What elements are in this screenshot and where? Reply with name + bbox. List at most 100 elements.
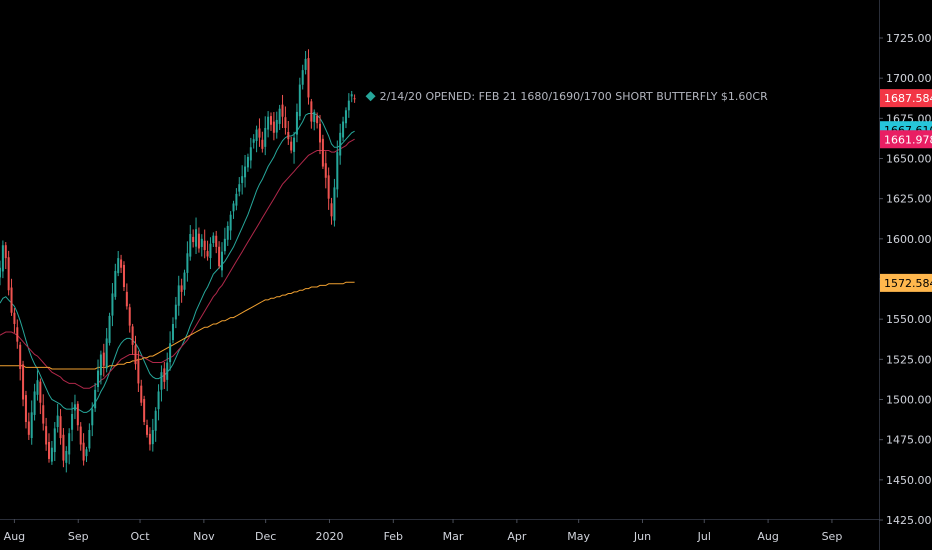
candle	[65, 446, 68, 473]
candle	[321, 134, 324, 169]
candle	[255, 125, 258, 153]
candle	[252, 134, 255, 149]
y-tick-label: 1500.0000	[886, 394, 932, 407]
candle	[171, 317, 174, 344]
candle	[336, 140, 339, 198]
candle	[261, 131, 264, 153]
candle	[241, 165, 244, 195]
ma-line-3	[0, 281, 355, 370]
candle	[22, 360, 25, 407]
candle	[229, 211, 232, 240]
candle	[232, 200, 235, 219]
candle	[19, 341, 22, 381]
x-tick-label: Aug	[4, 530, 25, 543]
candle	[36, 370, 39, 401]
candle	[137, 350, 140, 393]
candle	[48, 433, 51, 463]
candle	[105, 328, 108, 373]
candle	[151, 418, 154, 452]
candle	[53, 422, 56, 462]
candle	[307, 49, 310, 105]
candle	[16, 319, 19, 349]
x-tick-label: Sep	[68, 530, 89, 543]
candle	[50, 440, 53, 465]
candle	[180, 278, 183, 303]
candle	[206, 240, 209, 261]
candle	[275, 111, 278, 139]
y-tick-label: 1550.0000	[886, 313, 932, 326]
candle	[212, 232, 215, 247]
candle	[122, 261, 125, 292]
time-axis[interactable]: Aug Sep Oct Nov Dec 2020 Feb Mar Apr May Jun Jul Aug…	[4, 519, 843, 543]
price-badge: 1572.5848	[880, 273, 932, 292]
x-tick-label: Oct	[131, 530, 151, 543]
candle	[39, 378, 42, 415]
x-tick-label: Jun	[633, 530, 651, 543]
candle	[200, 234, 203, 257]
x-tick-label: Apr	[507, 530, 527, 543]
candle	[146, 419, 149, 438]
candle	[125, 283, 128, 310]
candle	[59, 408, 62, 445]
candle	[76, 401, 79, 431]
candle	[333, 178, 336, 227]
x-tick-label: Sep	[822, 530, 843, 543]
x-tick-label: 2020	[315, 530, 343, 543]
y-tick-label: 1650.0000	[886, 153, 932, 166]
candle	[120, 254, 123, 274]
candle	[220, 242, 223, 278]
trade-annotation[interactable]: 2/14/20 OPENED: FEB 21 1680/1690/1700 SH…	[365, 90, 768, 103]
candle	[295, 103, 298, 143]
x-tick-label: Dec	[255, 530, 276, 543]
candle	[330, 197, 333, 225]
candle	[246, 153, 249, 172]
candle	[183, 269, 186, 296]
candle	[203, 229, 206, 259]
candle	[209, 237, 212, 270]
y-tick-label: 1700.0000	[886, 72, 932, 85]
candle	[111, 283, 114, 327]
candle	[73, 394, 76, 420]
x-tick-label: Jul	[697, 530, 711, 543]
ma-line-1	[0, 113, 355, 413]
candle	[99, 350, 102, 385]
candle	[327, 167, 330, 210]
candle	[186, 241, 189, 282]
candle	[353, 94, 356, 103]
candle	[316, 112, 319, 129]
candle	[62, 428, 65, 468]
candles	[0, 49, 356, 473]
candle	[197, 227, 200, 253]
candle	[128, 303, 131, 333]
x-tick-label: Nov	[193, 530, 215, 543]
candle	[339, 123, 342, 165]
candle	[13, 308, 16, 333]
candle	[56, 403, 59, 433]
candle	[238, 177, 241, 197]
price-badge: 1661.9780	[880, 130, 932, 149]
y-tick-label: 1450.0000	[886, 474, 932, 487]
candle	[166, 352, 169, 392]
candle	[97, 359, 100, 392]
candle	[235, 188, 238, 211]
candle	[304, 50, 307, 75]
candle	[324, 151, 327, 189]
y-tick-label: 1600.0000	[886, 233, 932, 246]
candle	[82, 433, 85, 466]
candle	[258, 118, 261, 147]
candle	[169, 331, 172, 371]
candle	[88, 423, 91, 452]
candle	[157, 384, 160, 421]
price-badge: 1687.5844	[880, 89, 932, 108]
candle	[131, 323, 134, 355]
candle	[27, 412, 30, 440]
candle	[71, 402, 74, 442]
candle	[218, 241, 221, 269]
candle	[91, 402, 94, 437]
candle	[215, 230, 218, 254]
candle	[160, 365, 163, 402]
price-badge-label: 1687.5844	[884, 92, 932, 105]
candle	[278, 104, 281, 130]
annotation-text: 2/14/20 OPENED: FEB 21 1680/1690/1700 SH…	[380, 90, 768, 103]
